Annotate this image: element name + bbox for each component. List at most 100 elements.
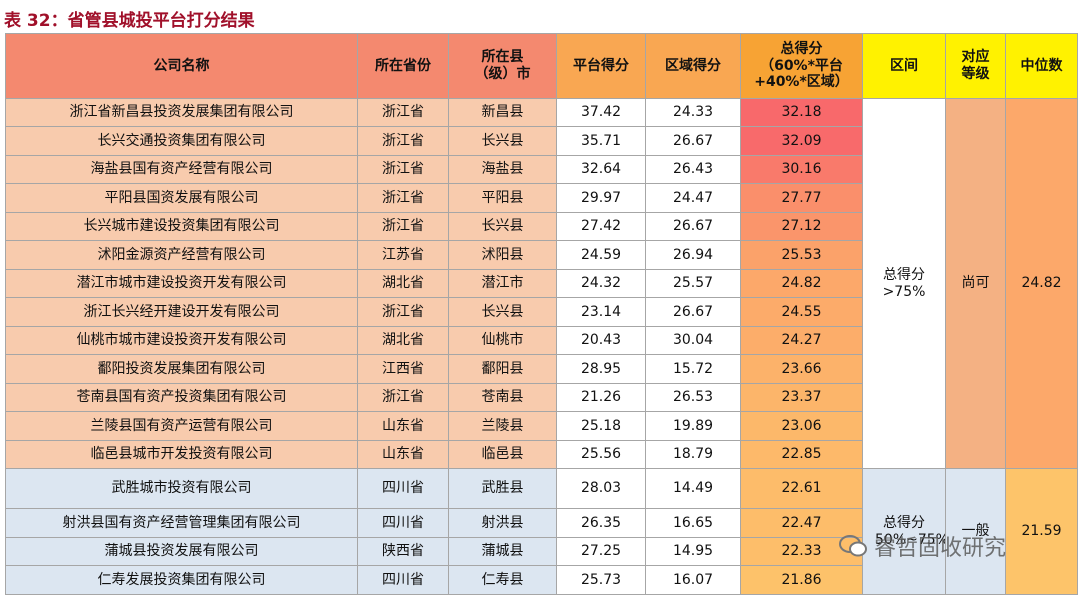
region-score-cell: 26.67 (645, 212, 741, 241)
company-cell: 浙江省新昌县投资发展集团有限公司 (5, 98, 358, 127)
region-score-cell: 18.79 (645, 440, 741, 469)
county-cell: 蒲城县 (448, 537, 557, 566)
total-score-cell: 27.77 (740, 183, 863, 213)
total-score-cell: 22.33 (740, 537, 863, 566)
province-cell: 陕西省 (357, 537, 449, 566)
county-cell: 长兴县 (448, 212, 557, 241)
total-score-cell: 24.27 (740, 326, 863, 355)
company-cell: 沭阳金源资产经营有限公司 (5, 240, 358, 270)
county-cell: 沭阳县 (448, 240, 557, 270)
header-cell: 中位数 (1005, 33, 1078, 99)
platform-score-cell: 27.25 (556, 537, 646, 566)
company-cell: 浙江长兴经开建设开发有限公司 (5, 297, 358, 327)
watermark-text: 睿哲固收研究 (874, 536, 1007, 561)
total-score-cell: 23.66 (740, 354, 863, 384)
region-score-cell: 24.33 (645, 98, 741, 127)
platform-score-cell: 25.56 (556, 440, 646, 469)
region-score-cell: 14.49 (645, 468, 741, 509)
data-row: 武胜城市投资有限公司 四川省 武胜县 28.03 14.49 22.61 总得分50%~75… (5, 468, 1078, 595)
grade-cell: 一般 (945, 468, 1006, 595)
province-cell: 浙江省 (357, 212, 449, 241)
header-cell: 平台得分 (556, 33, 646, 99)
header-cell: 公司名称 (5, 33, 358, 99)
data-row: 沭阳金源资产经营有限公司 江苏省 沭阳县 24.59 26.94 25.53 (5, 240, 1078, 270)
province-cell: 山东省 (357, 411, 449, 441)
region-score-cell: 26.53 (645, 383, 741, 412)
platform-score-cell: 24.32 (556, 269, 646, 298)
company-cell: 平阳县国资发展有限公司 (5, 183, 358, 213)
data-row: 长兴城市建设投资集团有限公司 浙江省 长兴县 27.42 26.67 27.12 (5, 212, 1078, 241)
company-cell: 鄱阳投资发展集团有限公司 (5, 354, 358, 384)
province-cell: 江西省 (357, 354, 449, 384)
region-score-cell: 25.57 (645, 269, 741, 298)
platform-score-cell: 37.42 (556, 98, 646, 127)
platform-score-cell: 28.03 (556, 468, 646, 509)
score-table: 公司名称 所在省份 所在县 （级）市 平台得分 区域得分 总得分 （60%*平台 +40%… (5, 33, 1078, 595)
platform-score-cell: 35.71 (556, 126, 646, 156)
company-cell: 仙桃市城市建设投资开发有限公司 (5, 326, 358, 355)
county-cell: 鄱阳县 (448, 354, 557, 384)
county-cell: 平阳县 (448, 183, 557, 213)
company-cell: 射洪县国有资产经营管理集团有限公司 (5, 508, 358, 538)
data-row: 潜江市城市建设投资开发有限公司 湖北省 潜江市 24.32 25.57 24.82 (5, 269, 1078, 298)
data-row: 蒲城县投资发展有限公司 陕西省 蒲城县 27.25 14.95 22.33 (5, 537, 1078, 566)
county-cell: 临邑县 (448, 440, 557, 469)
platform-score-cell: 21.26 (556, 383, 646, 412)
county-cell: 仁寿县 (448, 565, 557, 595)
county-cell: 射洪县 (448, 508, 557, 538)
province-cell: 湖北省 (357, 269, 449, 298)
province-cell: 浙江省 (357, 126, 449, 156)
platform-score-cell: 25.73 (556, 565, 646, 595)
region-score-cell: 26.67 (645, 297, 741, 327)
header-cell: 总得分 （60%*平台 +40%*区域） (740, 33, 863, 99)
province-cell: 山东省 (357, 440, 449, 469)
county-cell: 海盐县 (448, 155, 557, 184)
company-cell: 潜江市城市建设投资开发有限公司 (5, 269, 358, 298)
province-cell: 湖北省 (357, 326, 449, 355)
province-cell: 浙江省 (357, 383, 449, 412)
platform-score-cell: 29.97 (556, 183, 646, 213)
region-score-cell: 26.67 (645, 126, 741, 156)
total-score-cell: 32.18 (740, 98, 863, 127)
total-score-cell: 30.16 (740, 155, 863, 184)
data-row: 射洪县国有资产经营管理集团有限公司 四川省 射洪县 26.35 16.65 22.47 (5, 508, 1078, 538)
region-score-cell: 16.65 (645, 508, 741, 538)
table-title: 表 32：省管县城投平台打分结果 (4, 11, 255, 31)
county-cell: 新昌县 (448, 98, 557, 127)
data-row: 长兴交通投资集团有限公司 浙江省 长兴县 35.71 26.67 32.09 (5, 126, 1078, 156)
province-cell: 四川省 (357, 468, 449, 509)
wechat-icon (839, 535, 867, 557)
range-cell: 总得分>75% (862, 98, 946, 469)
header-row: 公司名称 所在省份 所在县 （级）市 平台得分 区域得分 总得分 （60%*平台 +40%… (5, 33, 1078, 99)
province-cell: 四川省 (357, 508, 449, 538)
data-row: 浙江省新昌县投资发展集团有限公司 浙江省 新昌县 37.42 24.33 32.18 总得分… (5, 98, 1078, 469)
table-body: 浙江省新昌县投资发展集团有限公司 浙江省 新昌县 37.42 24.33 32.18 总得分… (5, 98, 1078, 595)
region-score-cell: 30.04 (645, 326, 741, 355)
total-score-cell: 25.53 (740, 240, 863, 270)
header-cell: 区间 (862, 33, 946, 99)
data-row: 浙江长兴经开建设开发有限公司 浙江省 长兴县 23.14 26.67 24.55 (5, 297, 1078, 327)
company-cell: 长兴交通投资集团有限公司 (5, 126, 358, 156)
total-score-cell: 32.09 (740, 126, 863, 156)
county-cell: 长兴县 (448, 297, 557, 327)
platform-score-cell: 32.64 (556, 155, 646, 184)
region-score-cell: 15.72 (645, 354, 741, 384)
data-row: 苍南县国有资产投资集团有限公司 浙江省 苍南县 21.26 26.53 23.37 (5, 383, 1078, 412)
header-cell: 区域得分 (645, 33, 741, 99)
region-score-cell: 16.07 (645, 565, 741, 595)
province-cell: 浙江省 (357, 297, 449, 327)
data-row: 海盐县国有资产经营有限公司 浙江省 海盐县 32.64 26.43 30.16 (5, 155, 1078, 184)
company-cell: 蒲城县投资发展有限公司 (5, 537, 358, 566)
county-cell: 潜江市 (448, 269, 557, 298)
province-cell: 浙江省 (357, 155, 449, 184)
platform-score-cell: 24.59 (556, 240, 646, 270)
header-cell: 所在省份 (357, 33, 449, 99)
region-score-cell: 26.43 (645, 155, 741, 184)
platform-score-cell: 23.14 (556, 297, 646, 327)
platform-score-cell: 20.43 (556, 326, 646, 355)
data-row: 平阳县国资发展有限公司 浙江省 平阳县 29.97 24.47 27.77 (5, 183, 1078, 213)
total-score-cell: 22.47 (740, 508, 863, 538)
county-cell: 长兴县 (448, 126, 557, 156)
platform-score-cell: 26.35 (556, 508, 646, 538)
